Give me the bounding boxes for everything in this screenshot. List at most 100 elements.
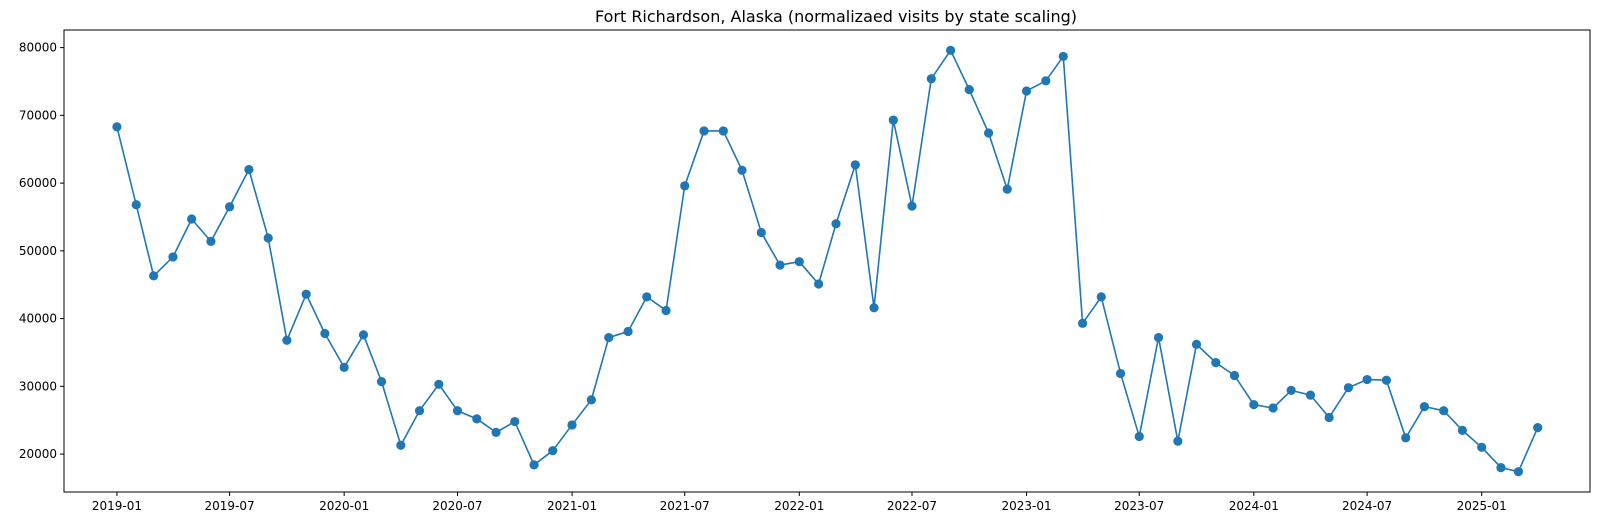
data-point (567, 420, 577, 430)
data-point (699, 126, 709, 136)
x-tick-label: 2020-01 (319, 499, 369, 513)
y-tick-label: 40000 (19, 312, 57, 326)
data-point (1058, 51, 1068, 62)
y-tick-label: 60000 (19, 176, 57, 190)
data-point (396, 440, 406, 450)
data-point (1021, 86, 1032, 96)
data-point (1002, 184, 1012, 194)
chart-title: Fort Richardson, Alaska (normalizaed vis… (595, 7, 1077, 26)
data-point (510, 416, 520, 427)
data-point (187, 214, 197, 224)
x-tick-label: 2024-01 (1229, 499, 1279, 513)
data-point (888, 115, 898, 125)
data-point (661, 305, 671, 316)
x-tick-label: 2020-07 (432, 499, 482, 513)
data-point (263, 233, 273, 243)
data-point (907, 201, 917, 211)
data-point (983, 128, 994, 138)
data-point (1457, 425, 1467, 435)
data-point (206, 236, 216, 246)
data-point (1324, 412, 1334, 423)
data-point (414, 406, 425, 416)
x-tick-label: 2025-01 (1457, 499, 1507, 513)
x-tick-label: 2023-07 (1114, 499, 1164, 513)
series-line (116, 49, 1539, 473)
data-point (1173, 436, 1183, 446)
plot-area-frame (63, 29, 1591, 493)
x-tick-label: 2021-01 (547, 499, 597, 513)
data-point (604, 332, 614, 343)
data-point (434, 379, 444, 389)
x-tick-label: 2021-07 (660, 499, 710, 513)
data-point (1362, 374, 1372, 385)
data-point (1191, 339, 1202, 349)
data-point (1249, 400, 1259, 410)
data-point (831, 219, 841, 229)
data-point (1268, 403, 1278, 413)
data-point (794, 257, 804, 267)
y-axis: 20000 30000 40000 50000 60000 70000 80000 (19, 41, 64, 461)
data-point (775, 260, 785, 270)
data-point (301, 289, 311, 299)
x-tick-label: 2019-07 (205, 499, 255, 513)
data-point (1343, 383, 1354, 393)
data-point (1153, 332, 1164, 343)
data-point (850, 160, 860, 170)
data-point (112, 122, 122, 132)
data-point (1381, 375, 1392, 385)
data-point (1419, 402, 1429, 412)
data-point (1496, 463, 1506, 473)
data-point (680, 181, 690, 191)
y-tick-label: 30000 (19, 379, 57, 393)
data-point (1305, 390, 1316, 400)
y-tick-label: 50000 (19, 244, 57, 258)
x-tick-label: 2022-07 (887, 499, 937, 513)
data-point (1401, 433, 1411, 443)
data-point (1134, 431, 1144, 442)
data-point (945, 45, 956, 55)
data-point (869, 303, 879, 313)
data-point (225, 202, 235, 212)
data-point (320, 328, 330, 339)
data-point (529, 460, 539, 470)
x-tick-label: 2022-01 (774, 499, 824, 513)
data-point (358, 330, 369, 340)
x-tick-label: 2023-01 (1001, 499, 1051, 513)
data-point (1477, 442, 1487, 452)
data-point (756, 227, 766, 238)
data-point (1286, 385, 1296, 395)
y-tick-label: 80000 (19, 41, 57, 55)
data-point (1096, 292, 1106, 302)
data-point (964, 85, 974, 95)
data-point (1533, 423, 1543, 433)
data-point (1115, 368, 1126, 379)
series-layer (112, 45, 1543, 477)
data-point (452, 406, 463, 416)
x-axis: 2019-01 2019-07 2020-01 2020-07 2021-01 2021-… (92, 492, 1507, 513)
data-point (737, 165, 747, 175)
x-tick-label: 2024-07 (1342, 499, 1392, 513)
data-point (376, 376, 387, 387)
y-tick-label: 20000 (19, 447, 57, 461)
x-tick-label: 2019-01 (92, 499, 142, 513)
data-point (586, 395, 596, 405)
data-point (149, 271, 159, 281)
data-point (623, 326, 633, 337)
data-point (1513, 467, 1523, 477)
data-point (1439, 406, 1449, 416)
data-point (131, 200, 141, 210)
data-point (926, 74, 936, 84)
data-point (1041, 76, 1051, 86)
data-point (282, 335, 292, 345)
data-point (1077, 318, 1088, 328)
data-point (339, 362, 349, 372)
data-point (718, 126, 728, 136)
data-point (244, 164, 254, 175)
data-point (472, 414, 482, 424)
data-point (642, 292, 652, 302)
data-point (813, 279, 824, 289)
data-point (1211, 358, 1221, 368)
data-point (168, 252, 178, 262)
data-point (1229, 370, 1240, 381)
